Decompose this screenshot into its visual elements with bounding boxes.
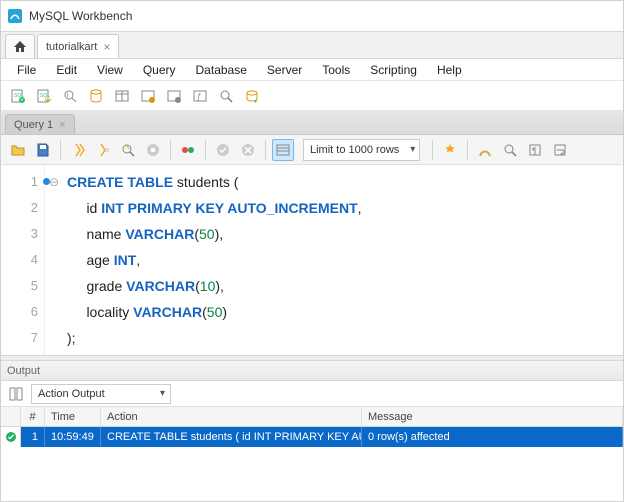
new-sql-tab-icon[interactable]: SQL+ xyxy=(7,85,29,107)
menu-view[interactable]: View xyxy=(87,63,133,77)
svg-text:SQL: SQL xyxy=(40,93,50,99)
toggle-autocommit-icon[interactable] xyxy=(177,139,199,161)
output-toolbar: Action Output xyxy=(1,381,623,407)
app-icon xyxy=(7,8,23,24)
menu-help[interactable]: Help xyxy=(427,63,472,77)
output-layout-icon[interactable] xyxy=(5,383,27,405)
toggle-limit-icon[interactable] xyxy=(272,139,294,161)
function-icon[interactable]: ƒ xyxy=(189,85,211,107)
query-tab[interactable]: Query 1 × xyxy=(5,114,75,134)
editor-toolbar: Limit to 1000 rows ¶ xyxy=(1,135,623,165)
rollback-icon[interactable] xyxy=(237,139,259,161)
wrap-icon[interactable] xyxy=(549,139,571,161)
limit-rows-label: Limit to 1000 rows xyxy=(310,144,399,156)
execute-current-icon[interactable] xyxy=(92,139,114,161)
col-index[interactable]: # xyxy=(21,407,45,426)
cell-time: 10:59:49 xyxy=(45,427,101,447)
save-icon[interactable] xyxy=(32,139,54,161)
cell-index: 1 xyxy=(21,427,45,447)
connection-tab-label: tutorialkart xyxy=(46,41,97,53)
fold-column: ⊖ xyxy=(45,165,63,355)
execute-icon[interactable] xyxy=(67,139,89,161)
limit-rows-select[interactable]: Limit to 1000 rows xyxy=(303,139,420,161)
connection-tab[interactable]: tutorialkart × xyxy=(37,34,119,58)
output-grid: # Time Action Message 1 10:59:49 CREATE … xyxy=(1,407,623,447)
close-icon[interactable]: × xyxy=(103,40,110,54)
menu-bar: File Edit View Query Database Server Too… xyxy=(1,59,623,81)
line-number-gutter: 1234567 xyxy=(1,165,45,355)
find-icon[interactable] xyxy=(474,139,496,161)
procedure-icon[interactable] xyxy=(163,85,185,107)
status-ok-icon xyxy=(1,427,21,447)
svg-text:i: i xyxy=(67,93,68,99)
col-status[interactable] xyxy=(1,407,21,426)
code-area[interactable]: CREATE TABLE students ( id INT PRIMARY K… xyxy=(63,165,623,355)
open-sql-icon[interactable]: SQL xyxy=(33,85,55,107)
commit-icon[interactable] xyxy=(212,139,234,161)
query-tab-bar: Query 1 × xyxy=(1,111,623,135)
home-tab[interactable] xyxy=(5,34,35,58)
col-time[interactable]: Time xyxy=(45,407,101,426)
menu-query[interactable]: Query xyxy=(133,63,186,77)
menu-database[interactable]: Database xyxy=(186,63,257,77)
inspector-icon[interactable]: i xyxy=(59,85,81,107)
window-title: MySQL Workbench xyxy=(29,9,132,23)
schema-icon[interactable] xyxy=(85,85,107,107)
close-icon[interactable]: × xyxy=(59,119,65,131)
beautify-icon[interactable] xyxy=(439,139,461,161)
menu-file[interactable]: File xyxy=(7,63,46,77)
stop-icon[interactable] xyxy=(142,139,164,161)
search-icon[interactable] xyxy=(215,85,237,107)
col-action[interactable]: Action xyxy=(101,407,362,426)
col-message[interactable]: Message xyxy=(362,407,623,426)
toggle-invisible-icon[interactable]: ¶ xyxy=(524,139,546,161)
menu-tools[interactable]: Tools xyxy=(312,63,360,77)
svg-text:ƒ: ƒ xyxy=(197,92,201,101)
explain-icon[interactable] xyxy=(117,139,139,161)
cell-message: 0 row(s) affected xyxy=(362,427,623,447)
output-type-select[interactable]: Action Output xyxy=(31,384,171,404)
svg-text:+: + xyxy=(21,97,24,103)
zoom-icon[interactable] xyxy=(499,139,521,161)
view-icon[interactable] xyxy=(137,85,159,107)
main-toolbar: SQL+ SQL i ƒ xyxy=(1,81,623,111)
title-bar: MySQL Workbench xyxy=(1,1,623,31)
output-grid-header: # Time Action Message xyxy=(1,407,623,427)
svg-text:¶: ¶ xyxy=(532,146,537,156)
table-icon[interactable] xyxy=(111,85,133,107)
output-type-label: Action Output xyxy=(38,388,105,400)
menu-edit[interactable]: Edit xyxy=(46,63,87,77)
query-tab-label: Query 1 xyxy=(14,119,53,131)
output-panel-header: Output xyxy=(1,361,623,381)
open-file-icon[interactable] xyxy=(7,139,29,161)
output-panel-title: Output xyxy=(7,365,40,377)
sql-editor[interactable]: 1234567 ⊖ CREATE TABLE students ( id INT… xyxy=(1,165,623,355)
output-row[interactable]: 1 10:59:49 CREATE TABLE students ( id IN… xyxy=(1,427,623,447)
cell-action: CREATE TABLE students ( id INT PRIMARY K… xyxy=(101,427,362,447)
menu-server[interactable]: Server xyxy=(257,63,312,77)
reconnect-icon[interactable] xyxy=(241,85,263,107)
menu-scripting[interactable]: Scripting xyxy=(360,63,427,77)
connection-tab-bar: tutorialkart × xyxy=(1,31,623,59)
